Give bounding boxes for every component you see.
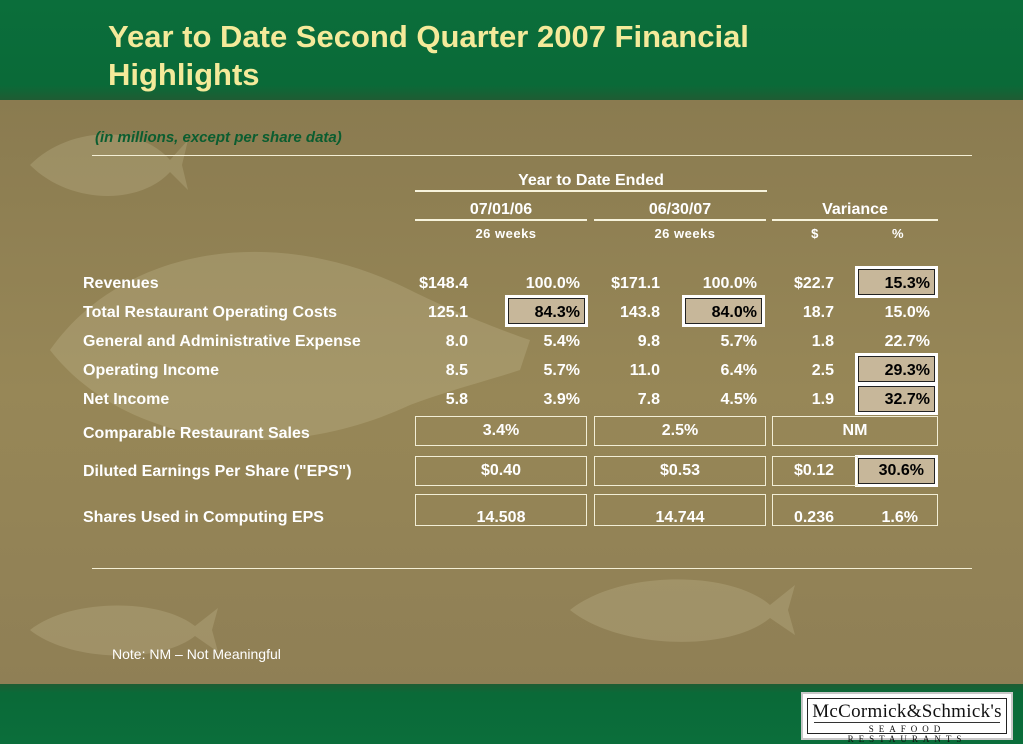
slide-background	[0, 100, 1023, 684]
fish-illustration	[30, 134, 188, 196]
variance-header: Variance	[822, 201, 888, 218]
percent-cell: 84.3%	[534, 304, 580, 321]
value-box	[772, 456, 858, 486]
percent-variance-label: %	[891, 226, 905, 241]
percent-cell: 5.7%	[543, 362, 580, 379]
value-box	[415, 456, 587, 486]
value-box	[772, 494, 938, 526]
variance-percent-cell: 15.0%	[884, 304, 930, 321]
group-header: Year to Date Ended	[518, 172, 664, 189]
group-underline	[415, 190, 767, 192]
percent-cell: 100.0%	[525, 275, 580, 292]
value-box	[594, 416, 766, 446]
highlight-box	[855, 353, 938, 385]
weeks2-label: 26 weeks	[654, 226, 716, 241]
value-cell: 125.1	[427, 304, 468, 321]
row-label: Total Restaurant Operating Costs	[83, 304, 337, 321]
value-box	[594, 494, 766, 526]
variance-percent-cell: 32.7%	[884, 391, 930, 408]
row-label: Comparable Restaurant Sales	[83, 425, 310, 442]
period1-underline	[415, 219, 587, 221]
value-cell: 3.4%	[482, 422, 520, 439]
value-cell: 9.8	[637, 333, 660, 350]
variance-percent-cell: 15.3%	[884, 275, 930, 292]
highlight-box	[682, 295, 765, 327]
percent-cell: 6.4%	[720, 362, 757, 379]
value-cell: 8.5	[445, 362, 468, 379]
variance-dollar-cell: 1.8	[811, 333, 834, 350]
row-label: Shares Used in Computing EPS	[83, 509, 324, 526]
value-cell: 143.8	[619, 304, 660, 321]
highlight-box	[855, 266, 938, 298]
percent-cell: 3.9%	[543, 391, 580, 408]
variance-dollar-cell: 2.5	[811, 362, 834, 379]
top-divider	[92, 155, 972, 156]
highlight-box	[855, 455, 938, 487]
period2-header: 06/30/07	[648, 201, 712, 218]
bottom-divider	[92, 568, 972, 569]
value-box	[772, 416, 938, 446]
row-label: Diluted Earnings Per Share ("EPS")	[83, 463, 352, 480]
highlight-box	[855, 383, 938, 415]
value-cell: 14.508	[476, 509, 526, 526]
row-label: Revenues	[83, 275, 159, 292]
value-box	[594, 456, 766, 486]
variance-dollar-cell: 18.7	[802, 304, 834, 321]
value-cell: 8.0	[445, 333, 468, 350]
variance-percent-cell: 22.7%	[884, 333, 930, 350]
logo-tagline: SEAFOOD RESTAURANTS	[847, 724, 967, 744]
dollar-variance-label: $	[811, 226, 819, 241]
row-label: Operating Income	[83, 362, 220, 379]
fish-illustration	[570, 579, 795, 642]
weeks1-label: 26 weeks	[475, 226, 537, 241]
period1-header: 07/01/06	[469, 201, 533, 218]
title-banner	[0, 0, 1023, 100]
percent-cell: 100.0%	[702, 275, 757, 292]
fish-illustration	[30, 605, 218, 656]
variance-dollar-cell: $0.12	[793, 462, 834, 479]
logo-frame: McCormick&Schmick's SEAFOOD RESTAURANTS	[807, 698, 1007, 744]
period2-underline	[594, 219, 766, 221]
value-cell: 5.8	[445, 391, 468, 408]
company-logo: McCormick&Schmick's SEAFOOD RESTAURANTS	[801, 692, 1013, 744]
value-cell: 14.744	[655, 509, 705, 526]
variance-percent-cell: 30.6%	[878, 462, 924, 479]
row-label: Net Income	[83, 391, 170, 408]
value-cell: 11.0	[629, 362, 660, 379]
units-note: (in millions, except per share data)	[95, 129, 342, 146]
variance-percent-cell: 29.3%	[884, 362, 930, 379]
logo-wordmark: McCormick&Schmick's	[812, 701, 1002, 722]
percent-cell: 84.0%	[711, 304, 757, 321]
logo-divider	[814, 722, 1000, 723]
variance-underline	[772, 219, 938, 221]
footnote: Note: NM – Not Meaningful	[112, 646, 281, 662]
value-box	[415, 494, 587, 526]
variance-dollar-cell: $22.7	[793, 275, 834, 292]
slide-title: Year to Date Second Quarter 2007 Financi…	[108, 19, 749, 92]
value-box	[415, 416, 587, 446]
percent-cell: 4.5%	[720, 391, 757, 408]
highlight-box	[505, 295, 588, 327]
variance-dollar-cell: 0.236	[793, 509, 834, 526]
value-cell: $0.40	[480, 462, 522, 479]
value-cell: $171.1	[611, 275, 660, 292]
fish-illustration	[50, 251, 530, 440]
percent-cell: 5.7%	[720, 333, 757, 350]
variance-percent-cell: 1.6%	[881, 509, 918, 526]
percent-cell: 5.4%	[543, 333, 580, 350]
value-cell: $148.4	[419, 275, 468, 292]
variance-cell: NM	[842, 422, 868, 439]
value-cell: 2.5%	[661, 422, 699, 439]
row-label: General and Administrative Expense	[83, 333, 361, 350]
value-cell: 7.8	[637, 391, 660, 408]
variance-dollar-cell: 1.9	[811, 391, 834, 408]
value-cell: $0.53	[659, 462, 701, 479]
